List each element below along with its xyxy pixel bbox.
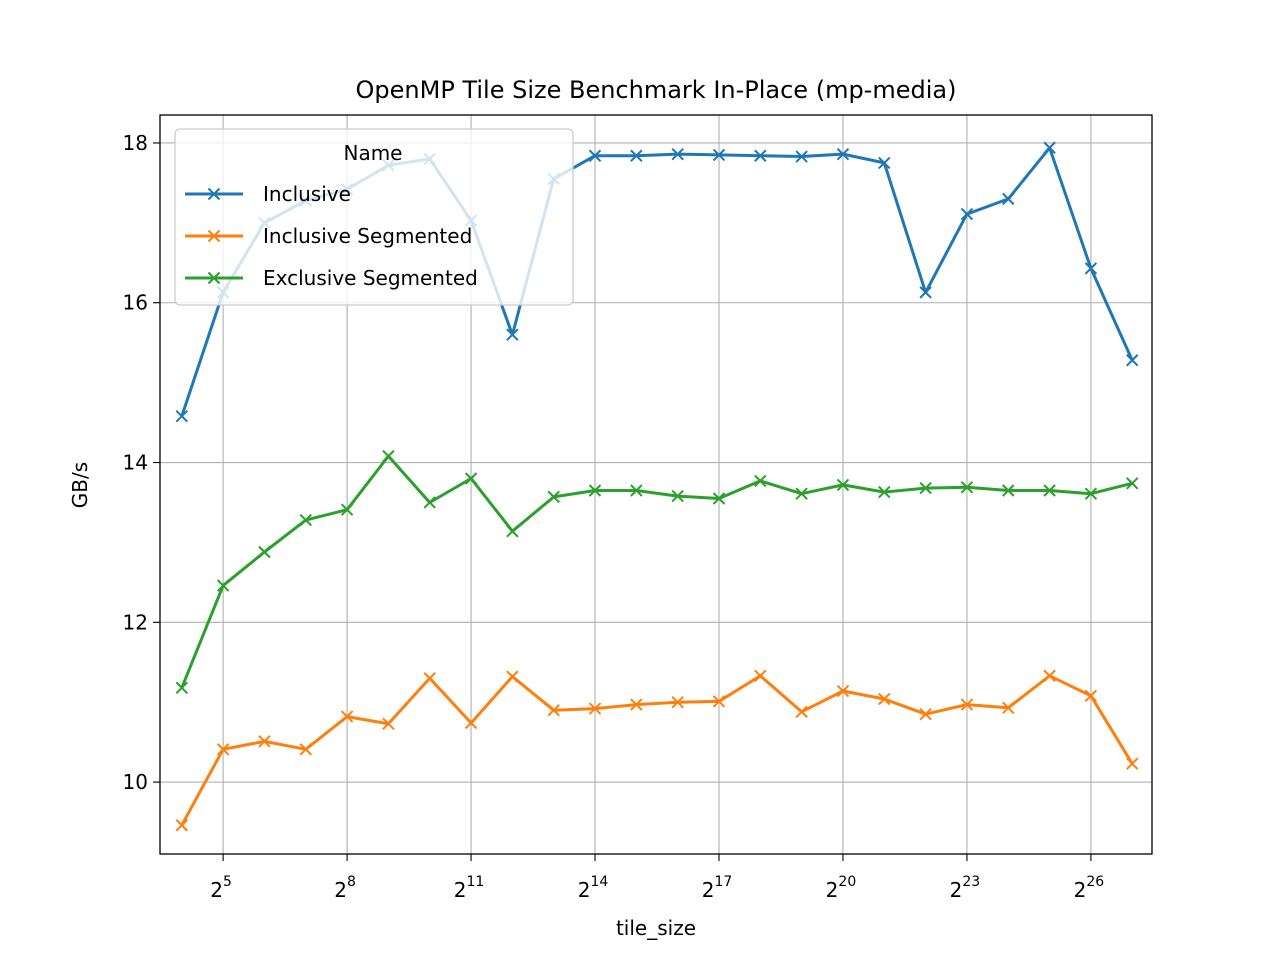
data-point xyxy=(671,695,684,709)
data-point xyxy=(464,716,478,730)
data-point xyxy=(216,579,230,592)
y-tick-label: 10 xyxy=(123,770,148,794)
data-point xyxy=(382,449,395,463)
legend-entry: Inclusive xyxy=(263,182,351,206)
data-point xyxy=(878,692,891,706)
data-point xyxy=(423,672,436,685)
x-tick-label: 211 xyxy=(454,874,485,902)
legend-entry: Exclusive Segmented xyxy=(263,266,478,290)
data-point xyxy=(919,707,932,721)
data-point xyxy=(340,503,354,516)
data-point xyxy=(919,481,932,495)
x-tick-label: 217 xyxy=(702,874,733,902)
axis-ticks: 25 28 211 214 217 220 223 226 10 12 14 16 18 xyxy=(123,131,1105,902)
data-point xyxy=(1126,477,1139,490)
data-point xyxy=(423,496,436,509)
chart-title: OpenMP Tile Size Benchmark In-Place (mp-… xyxy=(356,76,957,104)
series-2 xyxy=(175,449,1139,695)
data-point xyxy=(547,703,560,717)
data-point xyxy=(671,147,684,161)
legend-marker xyxy=(207,271,221,285)
y-tick-label: 18 xyxy=(123,131,148,155)
data-point xyxy=(340,710,354,723)
data-point xyxy=(712,695,726,708)
data-point xyxy=(1126,354,1139,367)
legend-marker xyxy=(207,229,221,243)
data-point xyxy=(1043,141,1056,154)
data-point xyxy=(216,743,230,756)
data-point xyxy=(506,525,519,538)
data-point xyxy=(754,474,767,488)
data-point xyxy=(836,478,850,492)
x-tick-label: 223 xyxy=(950,874,981,902)
data-point xyxy=(878,485,891,499)
legend-marker xyxy=(207,187,221,201)
legend: Name Inclusive Inclusive Segmented Exclusiv… xyxy=(174,128,574,306)
data-point xyxy=(175,681,189,695)
plot-frame xyxy=(159,114,1153,855)
y-tick-label: 12 xyxy=(123,610,148,634)
y-tick-label: 16 xyxy=(123,291,148,315)
data-point xyxy=(960,481,974,494)
data-point xyxy=(1084,487,1098,500)
data-point xyxy=(1043,669,1056,683)
data-point xyxy=(1084,262,1098,275)
series-line xyxy=(180,454,1133,689)
legend-box xyxy=(174,128,574,306)
data-point xyxy=(795,705,808,718)
y-axis-label: GB/s xyxy=(68,462,92,508)
data-point xyxy=(382,717,395,730)
data-point xyxy=(960,698,974,711)
data-point xyxy=(258,545,271,559)
x-tick-label: 214 xyxy=(578,874,609,902)
data-point xyxy=(588,702,602,715)
data-point xyxy=(836,684,850,698)
data-point xyxy=(630,149,643,162)
data-point xyxy=(630,698,643,711)
data-point xyxy=(299,743,312,756)
data-point xyxy=(878,156,891,170)
data-point xyxy=(1002,484,1015,497)
series-1 xyxy=(175,669,1139,832)
x-axis-label: tile_size xyxy=(616,916,696,940)
data-point xyxy=(712,148,726,162)
data-point xyxy=(588,484,602,497)
data-point xyxy=(630,484,643,497)
x-tick-label: 25 xyxy=(210,874,232,902)
data-point xyxy=(1002,701,1015,715)
data-point xyxy=(795,150,808,163)
series-line xyxy=(180,674,1134,826)
y-tick-label: 14 xyxy=(123,451,148,475)
data-point xyxy=(175,819,189,832)
data-point xyxy=(795,487,808,500)
data-point xyxy=(506,670,519,683)
data-point xyxy=(754,669,767,683)
data-point xyxy=(1002,192,1015,206)
data-point xyxy=(258,735,271,748)
data-point xyxy=(506,328,519,341)
data-point xyxy=(712,492,726,505)
data-point xyxy=(671,489,684,503)
data-point xyxy=(175,409,189,423)
data-point xyxy=(960,207,974,221)
data-point xyxy=(919,286,932,299)
legend-title: Name xyxy=(343,141,402,165)
data-point xyxy=(754,149,767,162)
x-tick-label: 28 xyxy=(334,874,356,902)
data-point xyxy=(836,147,850,161)
data-point xyxy=(1126,757,1139,770)
data-point xyxy=(547,490,560,504)
data-point xyxy=(299,513,312,527)
data-point xyxy=(1043,484,1056,497)
data-point xyxy=(1084,689,1098,703)
data-point xyxy=(464,472,478,485)
data-point xyxy=(588,149,602,162)
legend-entry: Inclusive Segmented xyxy=(263,224,472,248)
x-tick-label: 220 xyxy=(826,874,857,902)
x-tick-label: 226 xyxy=(1074,874,1105,902)
